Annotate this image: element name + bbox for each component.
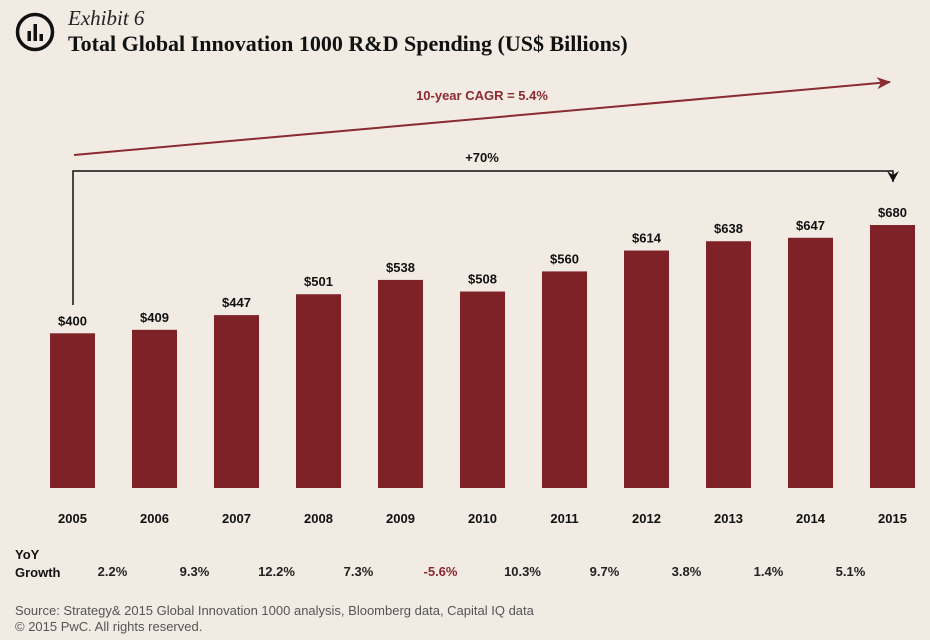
bar-2012 (624, 250, 669, 488)
value-label-2014: $647 (796, 218, 825, 233)
bar-chart: 10-year CAGR = 5.4% +70% $400 2005 $409 200… (50, 77, 915, 526)
bar-2015 (870, 225, 915, 488)
yoy-value: 10.3% (504, 564, 541, 579)
growth-bracket (72, 170, 899, 305)
x-tick-2009: 2009 (386, 511, 415, 526)
value-label-2009: $538 (386, 260, 415, 275)
x-tick-2015: 2015 (878, 511, 907, 526)
bar-2010 (460, 291, 505, 488)
exhibit-logo-icon (15, 12, 55, 52)
yoy-value: 2.2% (97, 564, 128, 579)
value-label-2007: $447 (222, 295, 251, 310)
exhibit-label: Exhibit 6 (68, 6, 145, 30)
bar-2009 (378, 279, 423, 488)
x-tick-2007: 2007 (222, 511, 251, 526)
bar-2014 (788, 237, 833, 488)
growth-label: +70% (465, 150, 499, 165)
value-label-2015: $680 (878, 205, 907, 220)
bar-2008 (296, 294, 341, 488)
value-label-2013: $638 (714, 221, 743, 236)
source-note: Source: Strategy& 2015 Global Innovation… (15, 603, 534, 618)
bar-2005 (50, 333, 95, 488)
x-tick-2012: 2012 (632, 511, 661, 526)
value-label-2011: $560 (550, 251, 579, 266)
cagr-label: 10-year CAGR = 5.4% (416, 88, 548, 103)
bar-2011 (542, 271, 587, 488)
x-tick-2005: 2005 (58, 511, 87, 526)
value-label-2010: $508 (468, 272, 497, 287)
x-tick-2006: 2006 (140, 511, 169, 526)
x-tick-2014: 2014 (796, 511, 826, 526)
bar-2006 (132, 329, 177, 488)
yoy-value: 7.3% (343, 564, 374, 579)
yoy-value: 5.1% (835, 564, 866, 579)
yoy-value: -5.6% (423, 564, 458, 579)
yoy-value: 12.2% (258, 564, 295, 579)
bar-2007 (214, 315, 259, 488)
yoy-label-line1: YoY (15, 547, 40, 562)
yoy-value: 3.8% (671, 564, 702, 579)
yoy-growth-label: YoY Growth (15, 546, 61, 582)
value-label-2012: $614 (632, 231, 662, 246)
yoy-label-line2: Growth (15, 565, 61, 580)
copyright: © 2015 PwC. All rights reserved. (15, 619, 203, 634)
x-tick-2008: 2008 (304, 511, 333, 526)
bars-group: $400 2005 $409 2006 $447 2007 $501 2008 $538 2009… (50, 205, 915, 526)
yoy-value: 9.7% (589, 564, 620, 579)
page-title: Total Global Innovation 1000 R&D Spendin… (68, 31, 628, 56)
x-tick-2010: 2010 (468, 511, 497, 526)
yoy-value: 9.3% (179, 564, 210, 579)
x-tick-2013: 2013 (714, 511, 743, 526)
value-label-2008: $501 (304, 274, 333, 289)
footer: Source: Strategy& 2015 Global Innovation… (15, 603, 534, 635)
bar-2013 (706, 241, 751, 488)
x-tick-2011: 2011 (550, 511, 578, 526)
value-label-2006: $409 (140, 310, 169, 325)
cagr-arrow (73, 77, 891, 156)
value-label-2005: $400 (58, 313, 87, 328)
yoy-value: 1.4% (753, 564, 784, 579)
